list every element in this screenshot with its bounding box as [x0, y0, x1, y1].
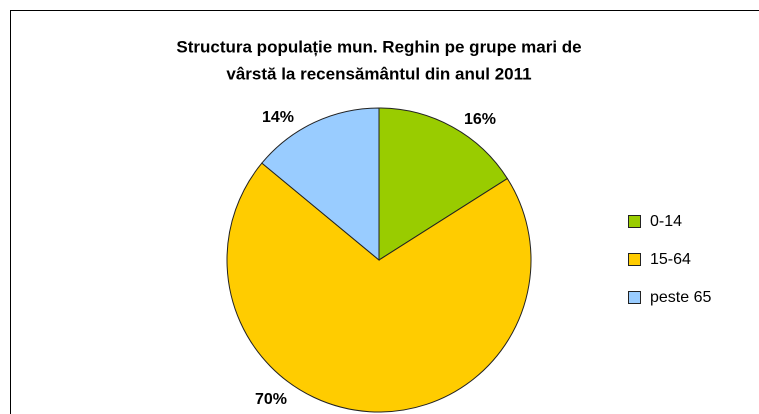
pie-slice — [261, 107, 380, 262]
pie-slice — [226, 162, 532, 413]
chart-title: Structura populație mun. Reghin pe grupe… — [176, 37, 581, 56]
legend-label: peste 65 — [650, 289, 711, 306]
legend-swatch — [628, 253, 641, 266]
legend-label: 0-14 — [650, 213, 682, 230]
legend-swatch — [628, 291, 641, 304]
chart-title: vârstă la recensământul din anul 2011 — [226, 64, 531, 83]
legend-label: 15-64 — [650, 251, 691, 268]
legend-swatch — [628, 215, 641, 228]
data-label: 70% — [255, 391, 287, 408]
data-label: 14% — [262, 109, 294, 126]
pie-slice — [378, 107, 509, 261]
data-label: 16% — [464, 111, 496, 128]
